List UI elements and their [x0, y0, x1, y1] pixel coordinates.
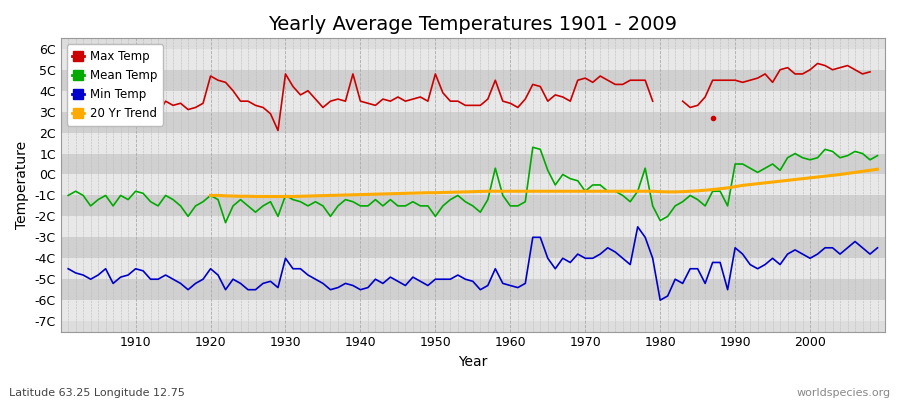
Bar [60, 49, 885, 70]
Bar [60, 174, 885, 196]
Bar [60, 196, 885, 216]
Bar [60, 258, 885, 279]
Bar [60, 91, 885, 112]
Bar [60, 70, 885, 91]
Bar [60, 132, 885, 154]
Bar [60, 154, 885, 174]
Title: Yearly Average Temperatures 1901 - 2009: Yearly Average Temperatures 1901 - 2009 [268, 15, 678, 34]
Y-axis label: Temperature: Temperature [15, 141, 29, 229]
Text: worldspecies.org: worldspecies.org [796, 388, 891, 398]
Bar [60, 237, 885, 258]
Text: Latitude 63.25 Longitude 12.75: Latitude 63.25 Longitude 12.75 [9, 388, 184, 398]
X-axis label: Year: Year [458, 355, 488, 369]
Bar [60, 279, 885, 300]
Bar [60, 300, 885, 321]
Bar [60, 112, 885, 132]
Bar [60, 216, 885, 237]
Legend: Max Temp, Mean Temp, Min Temp, 20 Yr Trend: Max Temp, Mean Temp, Min Temp, 20 Yr Tre… [67, 44, 164, 126]
